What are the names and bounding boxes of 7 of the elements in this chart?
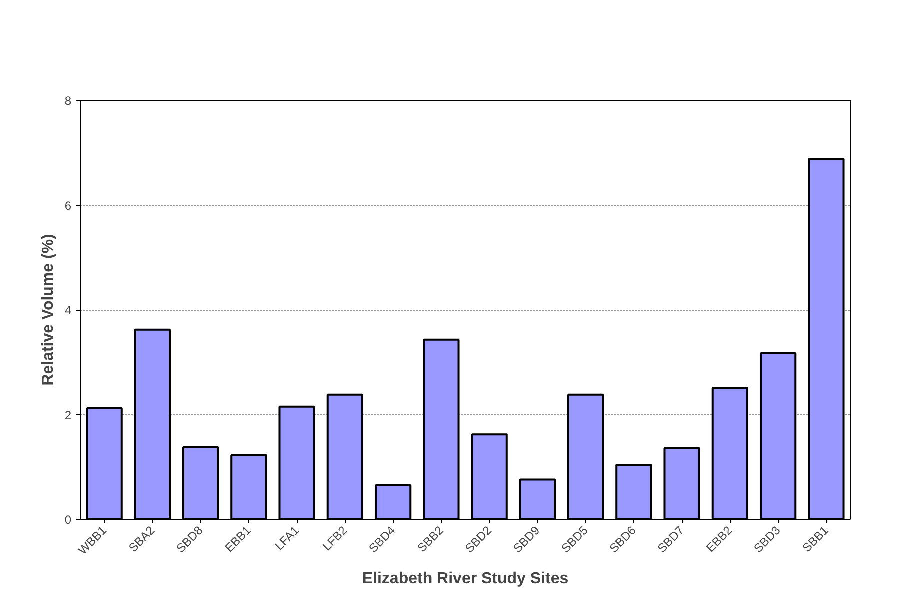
y-tick-label: 0 xyxy=(64,513,72,527)
y-tick-label: 4 xyxy=(64,304,72,318)
y-tick-label: 2 xyxy=(64,408,72,422)
y-tick-label: 8 xyxy=(64,94,72,108)
y-tick-label: 6 xyxy=(64,198,72,213)
x-axis-title: Elizabeth River Study Sites xyxy=(362,570,569,588)
y-axis-title: Relative Volume (%) xyxy=(40,234,57,386)
